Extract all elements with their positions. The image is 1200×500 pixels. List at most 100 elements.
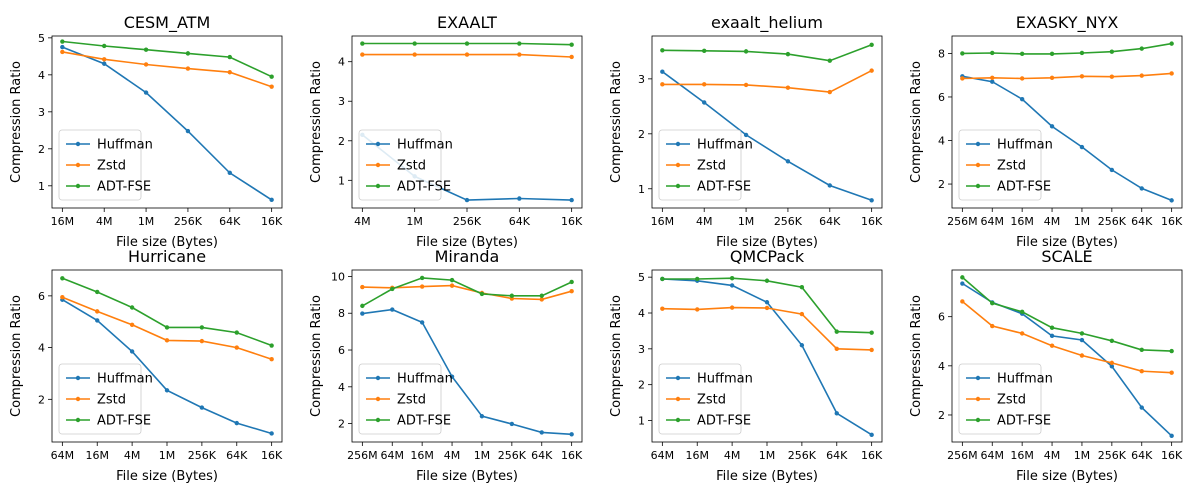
legend-box bbox=[658, 129, 742, 201]
legend-label: Huffman bbox=[997, 372, 1053, 387]
data-point-zstd bbox=[1079, 353, 1085, 358]
data-point-adt-fse bbox=[360, 303, 365, 309]
y-axis-label: Compression Ratio bbox=[309, 61, 324, 183]
legend-label: Zstd bbox=[397, 159, 426, 174]
data-point-zstd bbox=[269, 357, 274, 362]
y-tick-label: 2 bbox=[38, 143, 45, 156]
subplot-exaalt-helium: exaalt_helium 16M 4M 1M 256K 64K 16K 1 2 3 File si… bbox=[609, 13, 883, 250]
y-tick-label: 2 bbox=[38, 393, 45, 406]
series-line-adt-fse bbox=[62, 40, 273, 78]
legend-label: Huffman bbox=[697, 138, 753, 153]
plot-frame bbox=[51, 35, 283, 209]
data-point-adt-fse bbox=[1079, 331, 1085, 336]
x-tick-label: 4M bbox=[1044, 215, 1061, 228]
data-point-adt-fse bbox=[412, 41, 417, 46]
data-point-adt-fse bbox=[143, 47, 149, 52]
legend-label: Zstd bbox=[997, 159, 1026, 174]
series-line-zstd bbox=[62, 51, 272, 88]
legend-marker bbox=[975, 375, 981, 381]
data-point-huffman bbox=[269, 197, 274, 203]
data-point-adt-fse bbox=[1049, 325, 1055, 330]
y-tick-label: 5 bbox=[638, 271, 645, 284]
y-tick-label: 2 bbox=[938, 178, 945, 191]
data-point-huffman bbox=[517, 196, 522, 201]
legend-marker bbox=[375, 183, 381, 189]
x-tick-label: 256K bbox=[188, 449, 217, 462]
data-point-adt-fse bbox=[799, 285, 805, 290]
legend-marker bbox=[675, 162, 681, 168]
data-point-adt-fse bbox=[764, 278, 770, 283]
y-tick-label: 4 bbox=[638, 307, 645, 320]
data-point-zstd bbox=[990, 323, 995, 329]
data-point-zstd bbox=[234, 345, 239, 350]
data-point-huffman bbox=[539, 430, 544, 435]
x-tick-label: 256K bbox=[453, 215, 482, 228]
series-line-adt-fse bbox=[662, 44, 872, 62]
subplot-title: Miranda bbox=[435, 247, 500, 266]
x-tick-label: 64K bbox=[219, 215, 241, 228]
data-point-zstd bbox=[60, 294, 65, 300]
legend-marker bbox=[375, 141, 381, 147]
y-tick-label: 8 bbox=[338, 307, 345, 320]
y-tick-label: 1 bbox=[338, 174, 345, 187]
data-point-adt-fse bbox=[569, 279, 574, 285]
legend-box bbox=[358, 129, 442, 201]
data-point-adt-fse bbox=[1109, 49, 1115, 54]
data-point-huffman bbox=[129, 349, 135, 354]
data-point-zstd bbox=[702, 82, 707, 87]
data-point-adt-fse bbox=[1139, 46, 1144, 51]
y-tick-label: 1 bbox=[38, 180, 45, 193]
data-point-huffman bbox=[269, 431, 274, 436]
data-point-zstd bbox=[990, 75, 995, 81]
legend-label: Huffman bbox=[997, 138, 1053, 153]
data-point-zstd bbox=[1169, 71, 1174, 76]
data-point-adt-fse bbox=[990, 300, 995, 306]
subplot-miranda: Miranda 256M 64M 16M 4M 1M 256K 64K 16K 2 4 6 8 10 Fil… bbox=[309, 247, 583, 484]
subplot-title: exaalt_helium bbox=[711, 13, 823, 33]
data-point-adt-fse bbox=[1169, 41, 1174, 46]
data-point-huffman bbox=[227, 170, 232, 176]
y-axis-label: Compression Ratio bbox=[909, 295, 924, 417]
y-axis-label: Compression Ratio bbox=[9, 295, 24, 417]
data-point-adt-fse bbox=[743, 49, 749, 54]
x-tick-label: 4M bbox=[96, 215, 113, 228]
data-point-zstd bbox=[1109, 360, 1115, 366]
x-tick-label: 16M bbox=[1010, 215, 1034, 228]
legend-label: Zstd bbox=[697, 159, 726, 174]
x-tick-label: 64K bbox=[819, 215, 841, 228]
x-tick-label: 64M bbox=[381, 449, 405, 462]
y-tick-label: 3 bbox=[638, 73, 645, 86]
data-point-huffman bbox=[869, 198, 874, 203]
data-point-huffman bbox=[95, 318, 100, 323]
data-point-huffman bbox=[569, 197, 574, 203]
data-point-adt-fse bbox=[360, 41, 365, 46]
x-tick-label: 16K bbox=[561, 449, 583, 462]
data-point-zstd bbox=[143, 62, 149, 67]
subplot-cesm-atm: CESM_ATM 16M 4M 1M 256K 64K 16K 1 2 3 4 5 File size … bbox=[9, 13, 283, 250]
legend-marker bbox=[375, 162, 381, 168]
x-tick-label: 16K bbox=[1161, 449, 1183, 462]
subplot-title: Hurricane bbox=[128, 247, 206, 266]
y-tick-label: 1 bbox=[638, 415, 645, 428]
data-point-zstd bbox=[129, 322, 135, 328]
x-tick-label: 16K bbox=[1161, 215, 1183, 228]
data-point-zstd bbox=[743, 82, 749, 88]
data-point-huffman bbox=[509, 421, 515, 427]
x-tick-label: 256K bbox=[1098, 215, 1127, 228]
legend-label: Zstd bbox=[997, 393, 1026, 408]
data-point-huffman bbox=[1049, 124, 1055, 129]
data-point-zstd bbox=[539, 297, 544, 302]
subplot-exaalt: EXAALT 4M 1M 256K 64K 16K 1 2 3 4 File size (Bytes… bbox=[309, 13, 583, 250]
data-point-zstd bbox=[785, 85, 791, 90]
x-tick-label: 1M bbox=[738, 215, 755, 228]
y-tick-label: 4 bbox=[38, 69, 45, 82]
x-tick-label: 64K bbox=[826, 449, 848, 462]
data-point-adt-fse bbox=[1019, 309, 1025, 314]
series-line-huffman bbox=[962, 75, 1172, 202]
legend-marker bbox=[975, 417, 981, 423]
data-point-adt-fse bbox=[449, 277, 455, 283]
x-tick-label: 256K bbox=[788, 449, 817, 462]
x-tick-label: 64K bbox=[226, 449, 248, 462]
x-tick-label: 4M bbox=[1044, 449, 1061, 462]
x-axis-label: File size (Bytes) bbox=[716, 469, 818, 484]
